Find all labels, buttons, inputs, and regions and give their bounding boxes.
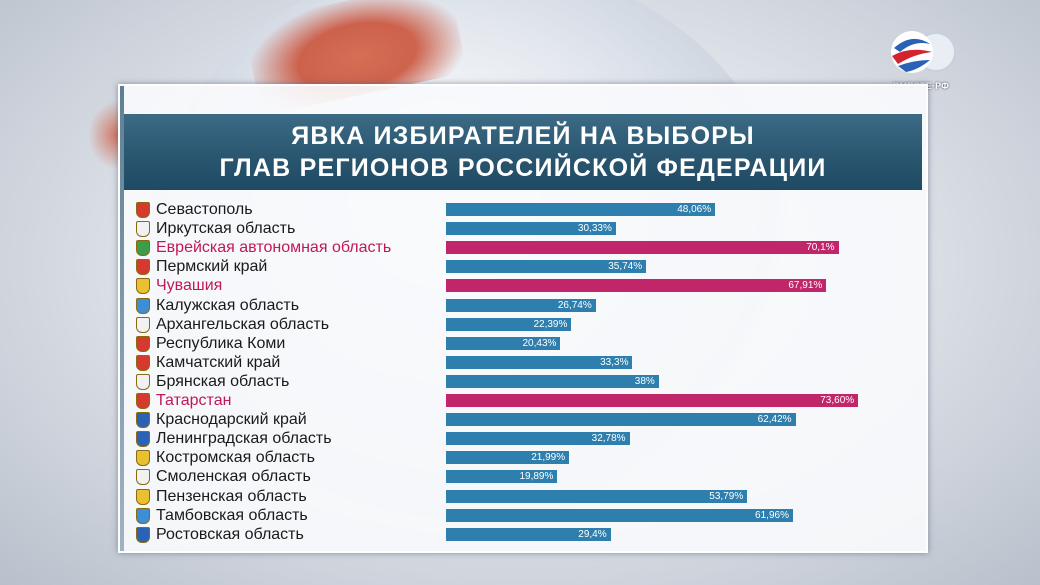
data-label: 20,43%	[522, 337, 557, 349]
chart-bar: 48,06%	[446, 203, 716, 216]
chart-bar: 73,60%	[446, 394, 859, 407]
chart-bar: 38%	[446, 374, 659, 388]
category-label: Иркутская область	[156, 220, 296, 238]
panel-left-strip	[120, 86, 124, 551]
data-label: 19,89%	[519, 471, 554, 483]
data-label: 53,79%	[709, 490, 744, 502]
chart-row: Иркутская область 30,33%	[120, 219, 926, 238]
category-label: Камчатский край	[156, 353, 281, 371]
chart-bar: 53,79%	[446, 489, 748, 503]
region-emblem-icon	[136, 259, 150, 276]
chart-bar: 35,74%	[446, 260, 647, 274]
chart-row: Краснодарский край 62,42%	[120, 410, 926, 429]
chart-row: Брянская область 38%	[120, 372, 926, 391]
data-label: 22,39%	[533, 318, 568, 330]
region-emblem-icon	[136, 278, 150, 295]
region-emblem-icon	[136, 240, 150, 257]
chart-bar: 32,78%	[446, 432, 630, 446]
category-label: Пензенская область	[156, 487, 307, 505]
region-emblem-icon	[136, 316, 150, 333]
data-label: 30,33%	[577, 223, 612, 235]
chart-row: Смоленская область 19,89%	[120, 467, 926, 486]
region-emblem-icon	[136, 354, 150, 371]
chart-row: Тамбовская область 61,96%	[120, 506, 926, 525]
data-label: 26,74%	[557, 299, 592, 311]
region-emblem-icon	[136, 469, 150, 486]
category-label: Брянская область	[156, 372, 290, 390]
chart-row: Пермский край 35,74%	[120, 257, 926, 276]
region-emblem-icon	[136, 335, 150, 352]
chart-row: Татарстан 73,60%	[120, 391, 926, 410]
data-label: 67,91%	[788, 280, 823, 292]
chart-bar: 33,3%	[446, 355, 633, 369]
category-label: Татарстан	[156, 392, 232, 409]
data-label: 35,74%	[608, 261, 643, 273]
chart-panel: ЯВКА ИЗБИРАТЕЛЕЙ НА ВЫБОРЫ ГЛАВ РЕГИОНОВ…	[118, 84, 928, 553]
chart-row: Пензенская область 53,79%	[120, 487, 926, 506]
chart-title-line-2: ГЛАВ РЕГИОНОВ РОССИЙСКОЙ ФЕДЕРАЦИИ	[219, 154, 827, 182]
region-emblem-icon	[136, 373, 150, 390]
region-emblem-icon	[136, 221, 150, 238]
chart-row: Архангельская область 22,39%	[120, 315, 926, 334]
channel-logo-icon	[891, 31, 956, 73]
category-label: Пермский край	[156, 258, 268, 276]
data-label: 73,60%	[820, 395, 855, 406]
chart-row: Камчатский край 33,3%	[120, 353, 926, 372]
data-label: 48,06%	[677, 204, 712, 215]
chart-bar: 30,33%	[446, 222, 616, 236]
category-label: Архангельская область	[156, 315, 330, 333]
region-emblem-icon	[136, 297, 150, 314]
chart-row: Республика Коми 20,43%	[120, 334, 926, 353]
data-label: 62,42%	[757, 414, 792, 426]
chart-bar: 20,43%	[446, 336, 561, 350]
chart-bar: 29,4%	[446, 527, 611, 541]
chart-bar: 67,91%	[446, 279, 827, 293]
chart-title-bar: ЯВКА ИЗБИРАТЕЛЕЙ НА ВЫБОРЫ ГЛАВ РЕГИОНОВ…	[124, 114, 922, 190]
region-emblem-icon	[136, 202, 150, 218]
data-label: 38%	[634, 375, 655, 387]
category-label: Чувашия	[156, 277, 223, 295]
region-emblem-icon	[136, 488, 150, 505]
category-label: Костромская область	[156, 449, 315, 467]
category-label: Тамбовская область	[156, 506, 308, 524]
chart-bar: 70,1%	[446, 241, 839, 255]
category-label: Смоленская область	[156, 468, 311, 486]
data-label: 33,3%	[600, 356, 629, 368]
chart-bar: 26,74%	[446, 298, 596, 312]
category-label: Ленинградская область	[156, 430, 332, 448]
chart-bar: 62,42%	[446, 413, 796, 427]
region-emblem-icon	[136, 393, 150, 409]
chart-row: Ленинградская область 32,78%	[120, 429, 926, 448]
category-label: Еврейская автономная область	[156, 239, 392, 257]
chart-bar: 21,99%	[446, 451, 570, 465]
chart-bar: 61,96%	[446, 508, 793, 522]
chart-row: Ростовская область 29,4%	[120, 525, 926, 544]
category-label: Краснодарский край	[156, 411, 307, 429]
data-label: 32,78%	[591, 433, 626, 445]
category-label: Севастополь	[156, 201, 253, 218]
chart-row: Калужская область 26,74%	[120, 296, 926, 315]
region-emblem-icon	[136, 431, 150, 448]
category-label: Калужская область	[156, 296, 300, 314]
chart-row: Костромская область 21,99%	[120, 448, 926, 467]
data-label: 61,96%	[755, 509, 789, 521]
category-label: Ростовская область	[156, 525, 304, 543]
data-label: 21,99%	[531, 452, 566, 464]
chart-row: Севастополь 48,06%	[120, 200, 926, 219]
region-emblem-icon	[136, 507, 150, 524]
chart-title-line-1: ЯВКА ИЗБИРАТЕЛЕЙ НА ВЫБОРЫ	[291, 122, 755, 150]
chart-row: Еврейская автономная область 70,1%	[120, 238, 926, 257]
data-label: 70,1%	[806, 242, 835, 254]
region-emblem-icon	[136, 450, 150, 467]
chart-bar: 19,89%	[446, 470, 558, 484]
data-label: 29,4%	[578, 528, 607, 540]
region-emblem-icon	[136, 412, 150, 429]
category-label: Республика Коми	[156, 334, 286, 352]
region-emblem-icon	[136, 526, 150, 543]
chart-row: Чувашия 67,91%	[120, 276, 926, 295]
chart-bar: 22,39%	[446, 317, 572, 331]
